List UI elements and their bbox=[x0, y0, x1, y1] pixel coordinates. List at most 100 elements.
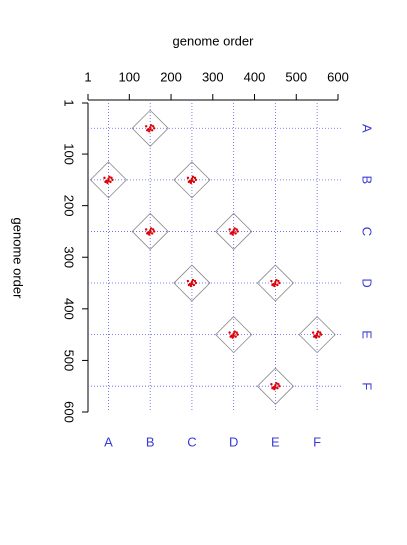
x-category-label: C bbox=[187, 434, 196, 449]
hit-dot bbox=[234, 335, 237, 338]
hit-dot bbox=[104, 180, 107, 184]
hit-dot bbox=[231, 336, 234, 339]
hit-dot bbox=[228, 228, 231, 231]
hit-dot bbox=[312, 335, 316, 338]
hit-dot bbox=[228, 331, 231, 334]
hit-dot bbox=[150, 129, 154, 132]
hit-dot bbox=[147, 130, 151, 133]
diamond bbox=[173, 264, 211, 302]
hit-dot bbox=[274, 282, 277, 286]
hit-dot bbox=[316, 330, 320, 333]
x-tick-label: 300 bbox=[202, 69, 224, 84]
hit-dot bbox=[187, 283, 191, 287]
hit-dot bbox=[232, 231, 235, 234]
hit-dot bbox=[231, 233, 234, 236]
hit-dot bbox=[190, 282, 194, 286]
hit-dot bbox=[275, 382, 278, 385]
hit-dot bbox=[191, 278, 195, 282]
hit-dot bbox=[229, 335, 232, 338]
hit-dot bbox=[190, 179, 194, 183]
x-category-label: E bbox=[271, 434, 280, 449]
x-tick-label: 500 bbox=[285, 69, 307, 84]
hit-dot bbox=[277, 279, 280, 283]
hit-dot bbox=[108, 175, 111, 179]
hit-dot bbox=[235, 228, 238, 231]
hit-dot bbox=[150, 232, 154, 235]
diamond bbox=[256, 367, 294, 405]
hit-dot bbox=[107, 177, 110, 181]
hit-dot bbox=[311, 331, 315, 334]
x-category-label: F bbox=[313, 434, 321, 449]
hit-dot bbox=[103, 176, 106, 180]
hit-dot bbox=[274, 280, 277, 284]
x-tick-label: 400 bbox=[244, 69, 266, 84]
hit-dot bbox=[232, 229, 235, 232]
hit-dot bbox=[194, 281, 198, 285]
hit-dot bbox=[235, 331, 238, 334]
diamond bbox=[131, 212, 169, 251]
hit-dot bbox=[317, 335, 321, 338]
x-tick-label: 200 bbox=[160, 69, 182, 84]
hit-dot bbox=[192, 283, 196, 287]
hit-dot bbox=[319, 333, 323, 336]
hit-dot bbox=[149, 124, 153, 127]
hit-dot bbox=[106, 181, 109, 185]
diamond bbox=[131, 109, 169, 147]
hit-dot bbox=[145, 129, 149, 132]
hit-dot bbox=[151, 125, 155, 128]
hit-dot bbox=[233, 227, 236, 230]
hit-dot bbox=[148, 126, 152, 129]
hit-dot bbox=[148, 231, 152, 234]
hit-dot bbox=[190, 280, 194, 284]
hit-dot bbox=[270, 383, 273, 386]
hit-dot bbox=[229, 232, 232, 235]
hit-dot bbox=[110, 176, 113, 180]
diamond bbox=[215, 212, 253, 251]
y-tick-label: 400 bbox=[62, 298, 77, 320]
hit-dot bbox=[236, 230, 239, 233]
hit-dot bbox=[275, 278, 278, 282]
y-tick-label: 1 bbox=[62, 99, 77, 106]
y-category-label: F bbox=[360, 382, 375, 390]
hit-dot bbox=[151, 228, 155, 231]
x-tick-label: 100 bbox=[118, 69, 140, 84]
y-tick-label: 100 bbox=[62, 143, 77, 165]
hit-dot bbox=[186, 279, 190, 283]
hit-dot bbox=[186, 176, 190, 180]
hit-dot bbox=[191, 175, 195, 179]
hit-dot bbox=[107, 179, 110, 183]
x-category-label: B bbox=[146, 434, 155, 449]
hit-dot bbox=[273, 388, 276, 391]
hit-dot bbox=[315, 334, 319, 337]
hit-dot bbox=[152, 230, 156, 233]
y-category-label: E bbox=[360, 330, 375, 339]
hit-dot bbox=[192, 180, 196, 184]
hit-dot bbox=[232, 332, 235, 335]
hit-dot bbox=[144, 125, 148, 128]
hit-dot bbox=[109, 180, 112, 184]
y-category-label: A bbox=[360, 124, 375, 133]
y-tick-label: 600 bbox=[62, 401, 77, 423]
y-category-label: D bbox=[360, 278, 375, 287]
diamond bbox=[215, 316, 253, 354]
hit-dot bbox=[189, 181, 193, 185]
diamond bbox=[173, 161, 211, 199]
hit-dot bbox=[233, 330, 236, 333]
hit-dot bbox=[271, 283, 274, 287]
diamond bbox=[89, 161, 128, 199]
hit-dot bbox=[236, 333, 239, 336]
hit-dot bbox=[274, 384, 277, 387]
hit-dot bbox=[278, 281, 281, 285]
hit-dot bbox=[318, 331, 322, 334]
y-tick-label: 200 bbox=[62, 195, 77, 217]
y-category-label: B bbox=[360, 176, 375, 185]
y-axis-label: genome order bbox=[11, 218, 26, 300]
x-category-label: A bbox=[104, 434, 113, 449]
hit-dot bbox=[278, 385, 281, 388]
hit-dot bbox=[194, 178, 198, 182]
hit-dot bbox=[270, 279, 273, 283]
hit-dot bbox=[193, 176, 197, 180]
hit-dot bbox=[232, 334, 235, 337]
hit-dot bbox=[187, 180, 191, 184]
